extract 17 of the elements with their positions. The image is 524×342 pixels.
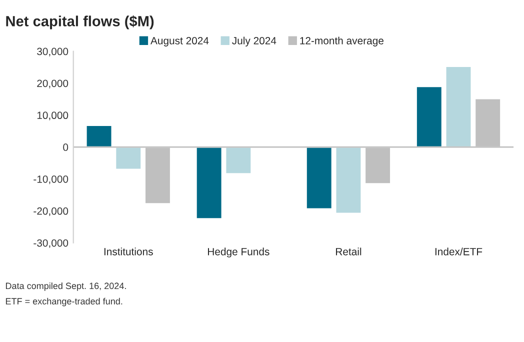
text: Data compiled Sept. 16, 2024.	[6, 282, 126, 291]
y-tick-label: -30,000	[34, 239, 68, 248]
x-tick-label: Institutions	[104, 248, 153, 256]
legend-label: 12-month average	[300, 36, 384, 46]
y-tick-label: -10,000	[34, 175, 68, 184]
y-tick-label: 0	[63, 144, 68, 151]
text: ETF = exchange-traded fund.	[6, 298, 122, 306]
x-tick-label: Index/ETF	[435, 248, 482, 256]
legend-label: August 2024	[150, 37, 209, 46]
y-tick-label: 20,000	[37, 80, 68, 88]
x-tick-label: Hedge Funds	[208, 248, 270, 258]
y-tick-label: 10,000	[37, 112, 68, 120]
y-tick-label: -20,000	[34, 207, 68, 216]
x-tick-label: Retail	[336, 248, 362, 256]
chart-title: Net capital flows ($M)	[6, 15, 154, 30]
y-tick-label: 30,000	[37, 48, 68, 56]
legend-label: July 2024	[232, 36, 276, 46]
